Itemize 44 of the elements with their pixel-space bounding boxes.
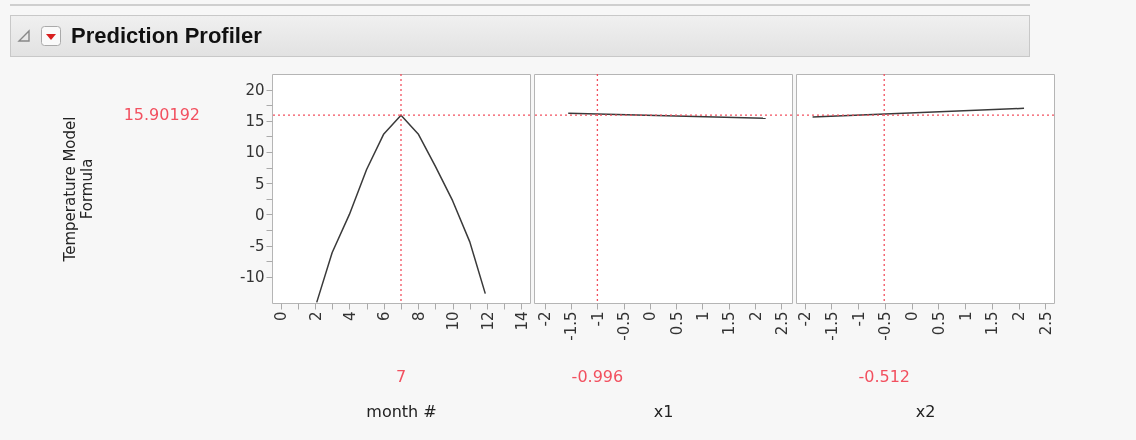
x-tick-label: 2 (1010, 311, 1029, 322)
x-tick-label: 2.5 (772, 311, 791, 336)
x-tick-label: 0 (272, 311, 291, 322)
y-tick-label: 0 (254, 205, 265, 224)
x-tick-label: 4 (340, 311, 359, 322)
x-tick-label: 1.5 (720, 311, 739, 336)
x-tick-label: 2 (746, 311, 765, 322)
x-tick-label: 1 (693, 311, 712, 322)
ref-line-label: 15.90192 (123, 105, 200, 125)
chart-title: Prediction Profiler (71, 23, 262, 49)
ref-line-label: -0.512 (858, 367, 910, 386)
x-tick-label: 0 (903, 311, 922, 322)
x-axis-title: x2 (915, 401, 936, 421)
x-axis-title: month # (366, 401, 437, 421)
x-axis-title: x1 (653, 401, 674, 421)
y-tick-label: 10 (245, 143, 265, 162)
x-tick-label: 2 (306, 311, 325, 322)
y-tick-label: 15 (245, 112, 265, 131)
x-tick-label: 0.5 (929, 311, 948, 336)
x-tick-label: -2 (536, 311, 555, 327)
y-axis-title: Temperature Model Formula (61, 116, 96, 263)
y-tick-label: 20 (245, 81, 265, 100)
x-tick-label: -1.5 (822, 311, 841, 341)
x-tick-label: 10 (444, 311, 463, 331)
x-tick-label: 0 (641, 311, 660, 322)
y-tick-label: -10 (240, 268, 265, 287)
x-tick-label: -2 (796, 311, 815, 327)
x-tick-label: -1.5 (562, 311, 581, 341)
x-tick-label: 1 (956, 311, 975, 322)
x-tick-label: -0.5 (876, 311, 895, 341)
ref-line-label: 7 (395, 367, 407, 386)
x-tick-label: 2.5 (1036, 311, 1055, 336)
x-tick-label: 1.5 (983, 311, 1002, 336)
y-tick-label: 5 (254, 174, 265, 193)
ref-line-label: -0.996 (571, 367, 624, 386)
x-tick-label: 14 (512, 311, 531, 331)
x-tick-label: 6 (375, 311, 394, 322)
x-tick-label: -0.5 (615, 311, 634, 341)
x-tick-label: 12 (478, 311, 497, 331)
x-tick-label: -1 (588, 311, 607, 327)
x-tick-label: -1 (849, 311, 868, 327)
y-tick-label: -5 (249, 237, 265, 256)
x-tick-label: 0.5 (667, 311, 686, 336)
x-tick-label: 8 (409, 311, 428, 322)
